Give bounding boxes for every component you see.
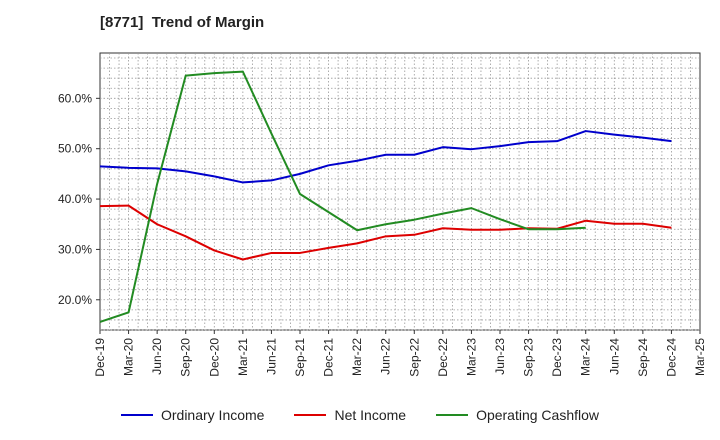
- legend-label-operating-cashflow: Operating Cashflow: [476, 407, 600, 423]
- legend: Ordinary Income Net Income Operating Cas…: [0, 404, 720, 426]
- grid-layer: [99, 52, 701, 331]
- x-tick-label: Mar-25: [693, 338, 707, 376]
- legend-swatch-operating-cashflow: [436, 414, 469, 416]
- series-layer: [99, 70, 672, 323]
- x-tick-label: Jun-23: [493, 338, 507, 375]
- x-tick-label: Sep-23: [522, 338, 536, 377]
- series-line-net-income: [99, 204, 672, 261]
- legend-label-ordinary-income: Ordinary Income: [160, 407, 265, 423]
- y-tick-label: 50.0%: [58, 142, 92, 156]
- x-tick-label: Dec-23: [550, 338, 564, 377]
- y-tick-label: 20.0%: [58, 293, 92, 307]
- series-line-ordinary-income: [99, 130, 672, 184]
- x-tick-label: Jun-22: [379, 338, 393, 375]
- legend-item-operating-cashflow: Operating Cashflow: [436, 407, 599, 423]
- legend-swatch-net-income: [294, 414, 327, 416]
- chart-title: [8771] Trend of Margin: [100, 14, 265, 31]
- line-chart: 20.0% 30.0% 40.0% 50.0% 60.0% Dec-19 Mar-20 Jun…: [58, 52, 707, 377]
- x-tick-label: Mar-23: [464, 338, 478, 376]
- x-tick-label: Mar-21: [236, 338, 250, 376]
- y-tick-label: 30.0%: [58, 242, 92, 256]
- x-tick-label: Dec-21: [322, 338, 336, 377]
- axis-layer: 20.0% 30.0% 40.0% 50.0% 60.0% Dec-19 Mar-20 Jun…: [58, 91, 707, 376]
- x-tick-label: Dec-20: [207, 338, 221, 377]
- x-tick-label: Sep-21: [293, 338, 307, 377]
- x-tick-label: Jun-24: [607, 338, 621, 375]
- x-tick-label: Mar-24: [579, 338, 593, 376]
- x-tick-label: Dec-22: [436, 338, 450, 377]
- y-tick-label: 60.0%: [58, 91, 92, 105]
- x-tick-label: Dec-24: [664, 338, 678, 377]
- x-tick-label: Dec-19: [93, 338, 107, 377]
- x-tick-label: Jun-21: [264, 338, 278, 375]
- legend-item-net-income: Net Income: [294, 407, 406, 423]
- legend-swatch-ordinary-income: [120, 414, 153, 416]
- y-tick-label: 40.0%: [58, 192, 92, 206]
- legend-label-net-income: Net Income: [334, 407, 407, 423]
- x-tick-label: Sep-22: [407, 338, 421, 377]
- x-tick-label: Mar-20: [122, 338, 136, 376]
- x-tick-label: Jun-20: [150, 338, 164, 375]
- legend-item-ordinary-income: Ordinary Income: [120, 407, 265, 423]
- x-tick-label: Sep-24: [636, 338, 650, 377]
- x-tick-label: Sep-20: [179, 338, 193, 377]
- plot-area: [99, 52, 701, 331]
- series-line-operating-cashflow: [99, 70, 586, 323]
- x-tick-label: Mar-22: [350, 338, 364, 376]
